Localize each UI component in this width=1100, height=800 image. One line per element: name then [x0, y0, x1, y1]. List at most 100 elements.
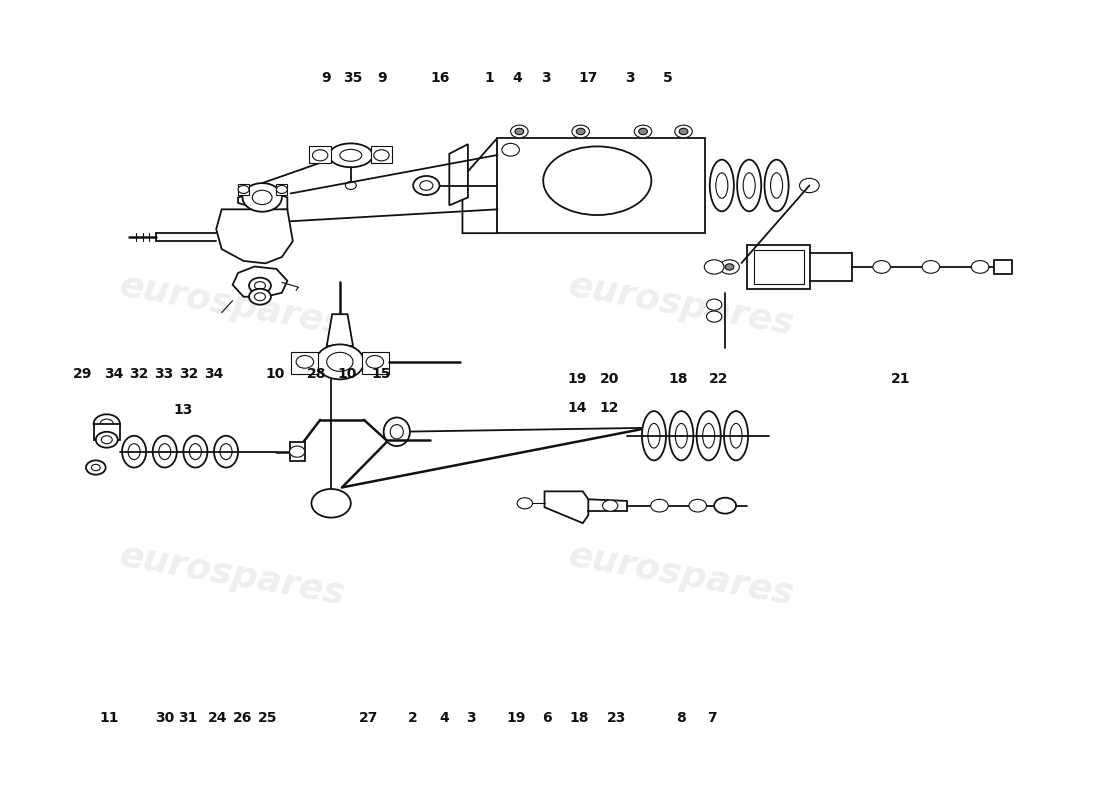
Text: 35: 35 — [343, 71, 363, 86]
Circle shape — [515, 128, 524, 134]
Ellipse shape — [764, 160, 789, 211]
Text: 28: 28 — [307, 366, 327, 381]
Ellipse shape — [384, 418, 410, 446]
Polygon shape — [238, 190, 287, 211]
Text: 3: 3 — [625, 71, 635, 86]
Circle shape — [96, 432, 118, 448]
Ellipse shape — [543, 146, 651, 215]
Text: 3: 3 — [466, 710, 476, 725]
Circle shape — [706, 299, 722, 310]
Ellipse shape — [730, 423, 743, 448]
Ellipse shape — [648, 423, 660, 448]
Circle shape — [254, 293, 265, 301]
Ellipse shape — [696, 411, 720, 460]
Circle shape — [249, 289, 271, 305]
Text: 34: 34 — [103, 366, 123, 381]
Ellipse shape — [220, 444, 232, 459]
Text: 23: 23 — [607, 710, 626, 725]
Bar — [362, 351, 389, 374]
Text: 12: 12 — [600, 401, 619, 415]
Text: eurospares: eurospares — [117, 538, 348, 611]
Text: 17: 17 — [579, 71, 598, 86]
Text: 4: 4 — [439, 710, 449, 725]
Polygon shape — [217, 210, 293, 263]
Ellipse shape — [744, 173, 756, 198]
Circle shape — [327, 352, 353, 371]
Circle shape — [100, 419, 113, 429]
Text: 1: 1 — [485, 71, 495, 86]
Bar — [290, 351, 318, 374]
Text: 21: 21 — [891, 371, 910, 386]
Ellipse shape — [770, 173, 782, 198]
Text: 25: 25 — [257, 710, 277, 725]
Text: 31: 31 — [178, 710, 197, 725]
Ellipse shape — [329, 143, 373, 167]
Circle shape — [254, 282, 265, 290]
Text: 30: 30 — [155, 710, 175, 725]
Circle shape — [689, 499, 706, 512]
Circle shape — [517, 498, 532, 509]
Text: 32: 32 — [179, 366, 198, 381]
Circle shape — [971, 261, 989, 274]
Bar — [371, 146, 393, 163]
Circle shape — [86, 460, 106, 474]
Ellipse shape — [710, 160, 734, 211]
Bar — [309, 146, 331, 163]
Circle shape — [510, 125, 528, 138]
Text: 26: 26 — [233, 710, 252, 725]
Ellipse shape — [184, 436, 208, 467]
Circle shape — [674, 125, 692, 138]
Circle shape — [639, 128, 648, 134]
Ellipse shape — [153, 436, 177, 467]
Polygon shape — [94, 424, 120, 440]
Bar — [754, 250, 804, 284]
Polygon shape — [544, 491, 588, 523]
Text: 18: 18 — [570, 710, 590, 725]
Ellipse shape — [669, 411, 693, 460]
Circle shape — [252, 190, 272, 205]
Text: 19: 19 — [506, 710, 526, 725]
Polygon shape — [449, 144, 468, 206]
Circle shape — [296, 355, 314, 368]
Circle shape — [725, 264, 734, 270]
Ellipse shape — [340, 150, 362, 162]
Ellipse shape — [214, 436, 238, 467]
Text: 11: 11 — [99, 710, 119, 725]
Ellipse shape — [724, 411, 748, 460]
Circle shape — [800, 178, 820, 193]
Text: eurospares: eurospares — [117, 268, 348, 342]
Circle shape — [572, 125, 590, 138]
Text: 9: 9 — [321, 71, 330, 86]
Text: 7: 7 — [707, 710, 717, 725]
Ellipse shape — [189, 444, 201, 459]
Text: 13: 13 — [174, 402, 192, 417]
Text: 29: 29 — [73, 366, 92, 381]
Circle shape — [249, 278, 271, 294]
Circle shape — [576, 128, 585, 134]
Circle shape — [94, 414, 120, 434]
Text: 3: 3 — [541, 71, 550, 86]
Bar — [747, 245, 811, 289]
Text: 15: 15 — [372, 366, 392, 381]
Circle shape — [922, 261, 939, 274]
Text: 8: 8 — [676, 710, 686, 725]
Text: 14: 14 — [568, 401, 587, 415]
Circle shape — [414, 176, 440, 195]
Circle shape — [502, 143, 519, 156]
Polygon shape — [232, 266, 287, 297]
Text: 10: 10 — [338, 366, 358, 381]
Circle shape — [238, 186, 249, 194]
Circle shape — [276, 186, 287, 194]
Bar — [497, 138, 705, 233]
Circle shape — [635, 125, 652, 138]
Text: 5: 5 — [663, 71, 673, 86]
Text: 32: 32 — [129, 366, 149, 381]
Circle shape — [719, 260, 739, 274]
Text: 16: 16 — [431, 71, 450, 86]
Circle shape — [706, 311, 722, 322]
Polygon shape — [327, 314, 353, 346]
Circle shape — [420, 181, 433, 190]
Circle shape — [374, 150, 389, 161]
Circle shape — [873, 261, 890, 274]
Bar — [289, 442, 305, 461]
